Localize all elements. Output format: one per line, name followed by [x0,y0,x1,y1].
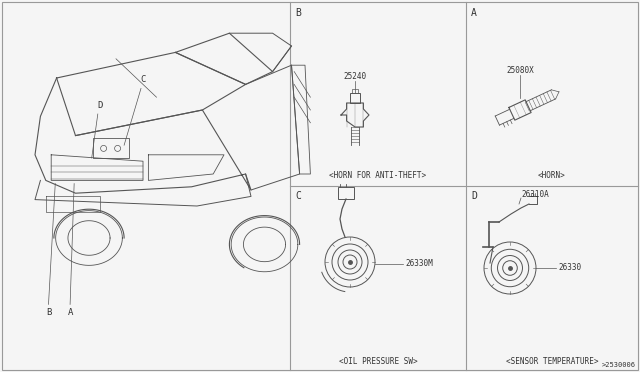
Text: B: B [295,8,301,18]
Text: C: C [295,191,301,201]
Bar [338,187,354,199]
Bar [93,138,129,158]
Bar [350,93,360,103]
Text: 26310A: 26310A [521,189,548,199]
Text: >2530006: >2530006 [602,362,636,368]
Text: A: A [67,308,73,317]
Text: <SENSOR TEMPERATURE>: <SENSOR TEMPERATURE> [506,357,598,366]
Text: B: B [46,308,51,317]
Text: <HORN FOR ANTI-THEFT>: <HORN FOR ANTI-THEFT> [330,171,427,180]
Text: <OIL PRESSURE SW>: <OIL PRESSURE SW> [339,357,417,366]
Text: D: D [97,101,102,110]
Text: 26330M: 26330M [405,260,433,269]
Text: 25240: 25240 [344,72,367,81]
Text: A: A [471,8,477,18]
Text: 26330: 26330 [558,263,581,273]
Text: C: C [140,76,146,84]
Text: 25080X: 25080X [506,66,534,75]
Text: <HORN>: <HORN> [538,171,566,180]
Text: D: D [471,191,477,201]
